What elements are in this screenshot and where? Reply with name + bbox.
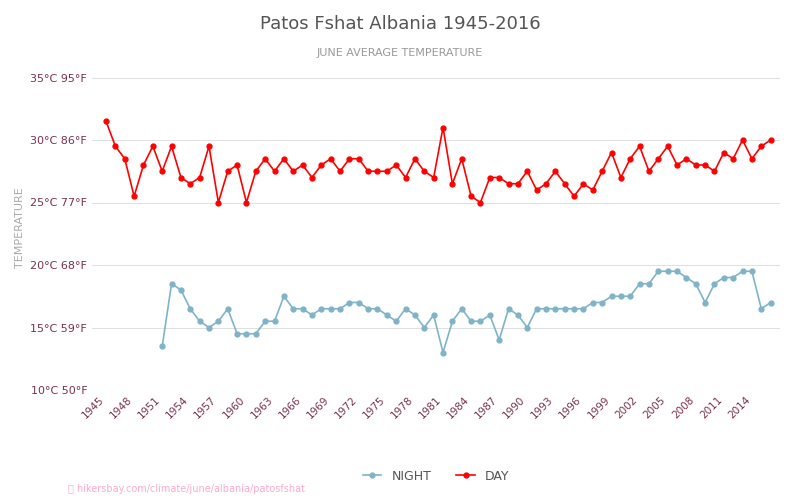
NIGHT [644,281,654,287]
Line: DAY: DAY [104,119,773,205]
NIGHT [419,324,429,330]
NIGHT [345,300,354,306]
DAY [560,180,570,186]
Text: JUNE AVERAGE TEMPERATURE: JUNE AVERAGE TEMPERATURE [317,48,483,58]
NIGHT [766,300,775,306]
DAY [270,168,279,174]
Legend: NIGHT, DAY: NIGHT, DAY [358,465,514,488]
Y-axis label: TEMPERATURE: TEMPERATURE [14,187,25,268]
DAY [335,168,345,174]
DAY [485,174,494,180]
NIGHT [654,268,663,274]
DAY [102,118,111,124]
DAY [766,137,775,143]
NIGHT [158,343,167,349]
DAY [214,200,223,205]
Line: NIGHT: NIGHT [160,269,773,355]
Text: 📍 hikersbay.com/climate/june/albania/patosfshat: 📍 hikersbay.com/climate/june/albania/pat… [68,484,305,494]
NIGHT [429,312,438,318]
Text: Patos Fshat Albania 1945-2016: Patos Fshat Albania 1945-2016 [260,15,540,33]
NIGHT [438,350,448,356]
NIGHT [204,324,214,330]
DAY [532,187,542,193]
NIGHT [307,312,317,318]
DAY [195,174,205,180]
